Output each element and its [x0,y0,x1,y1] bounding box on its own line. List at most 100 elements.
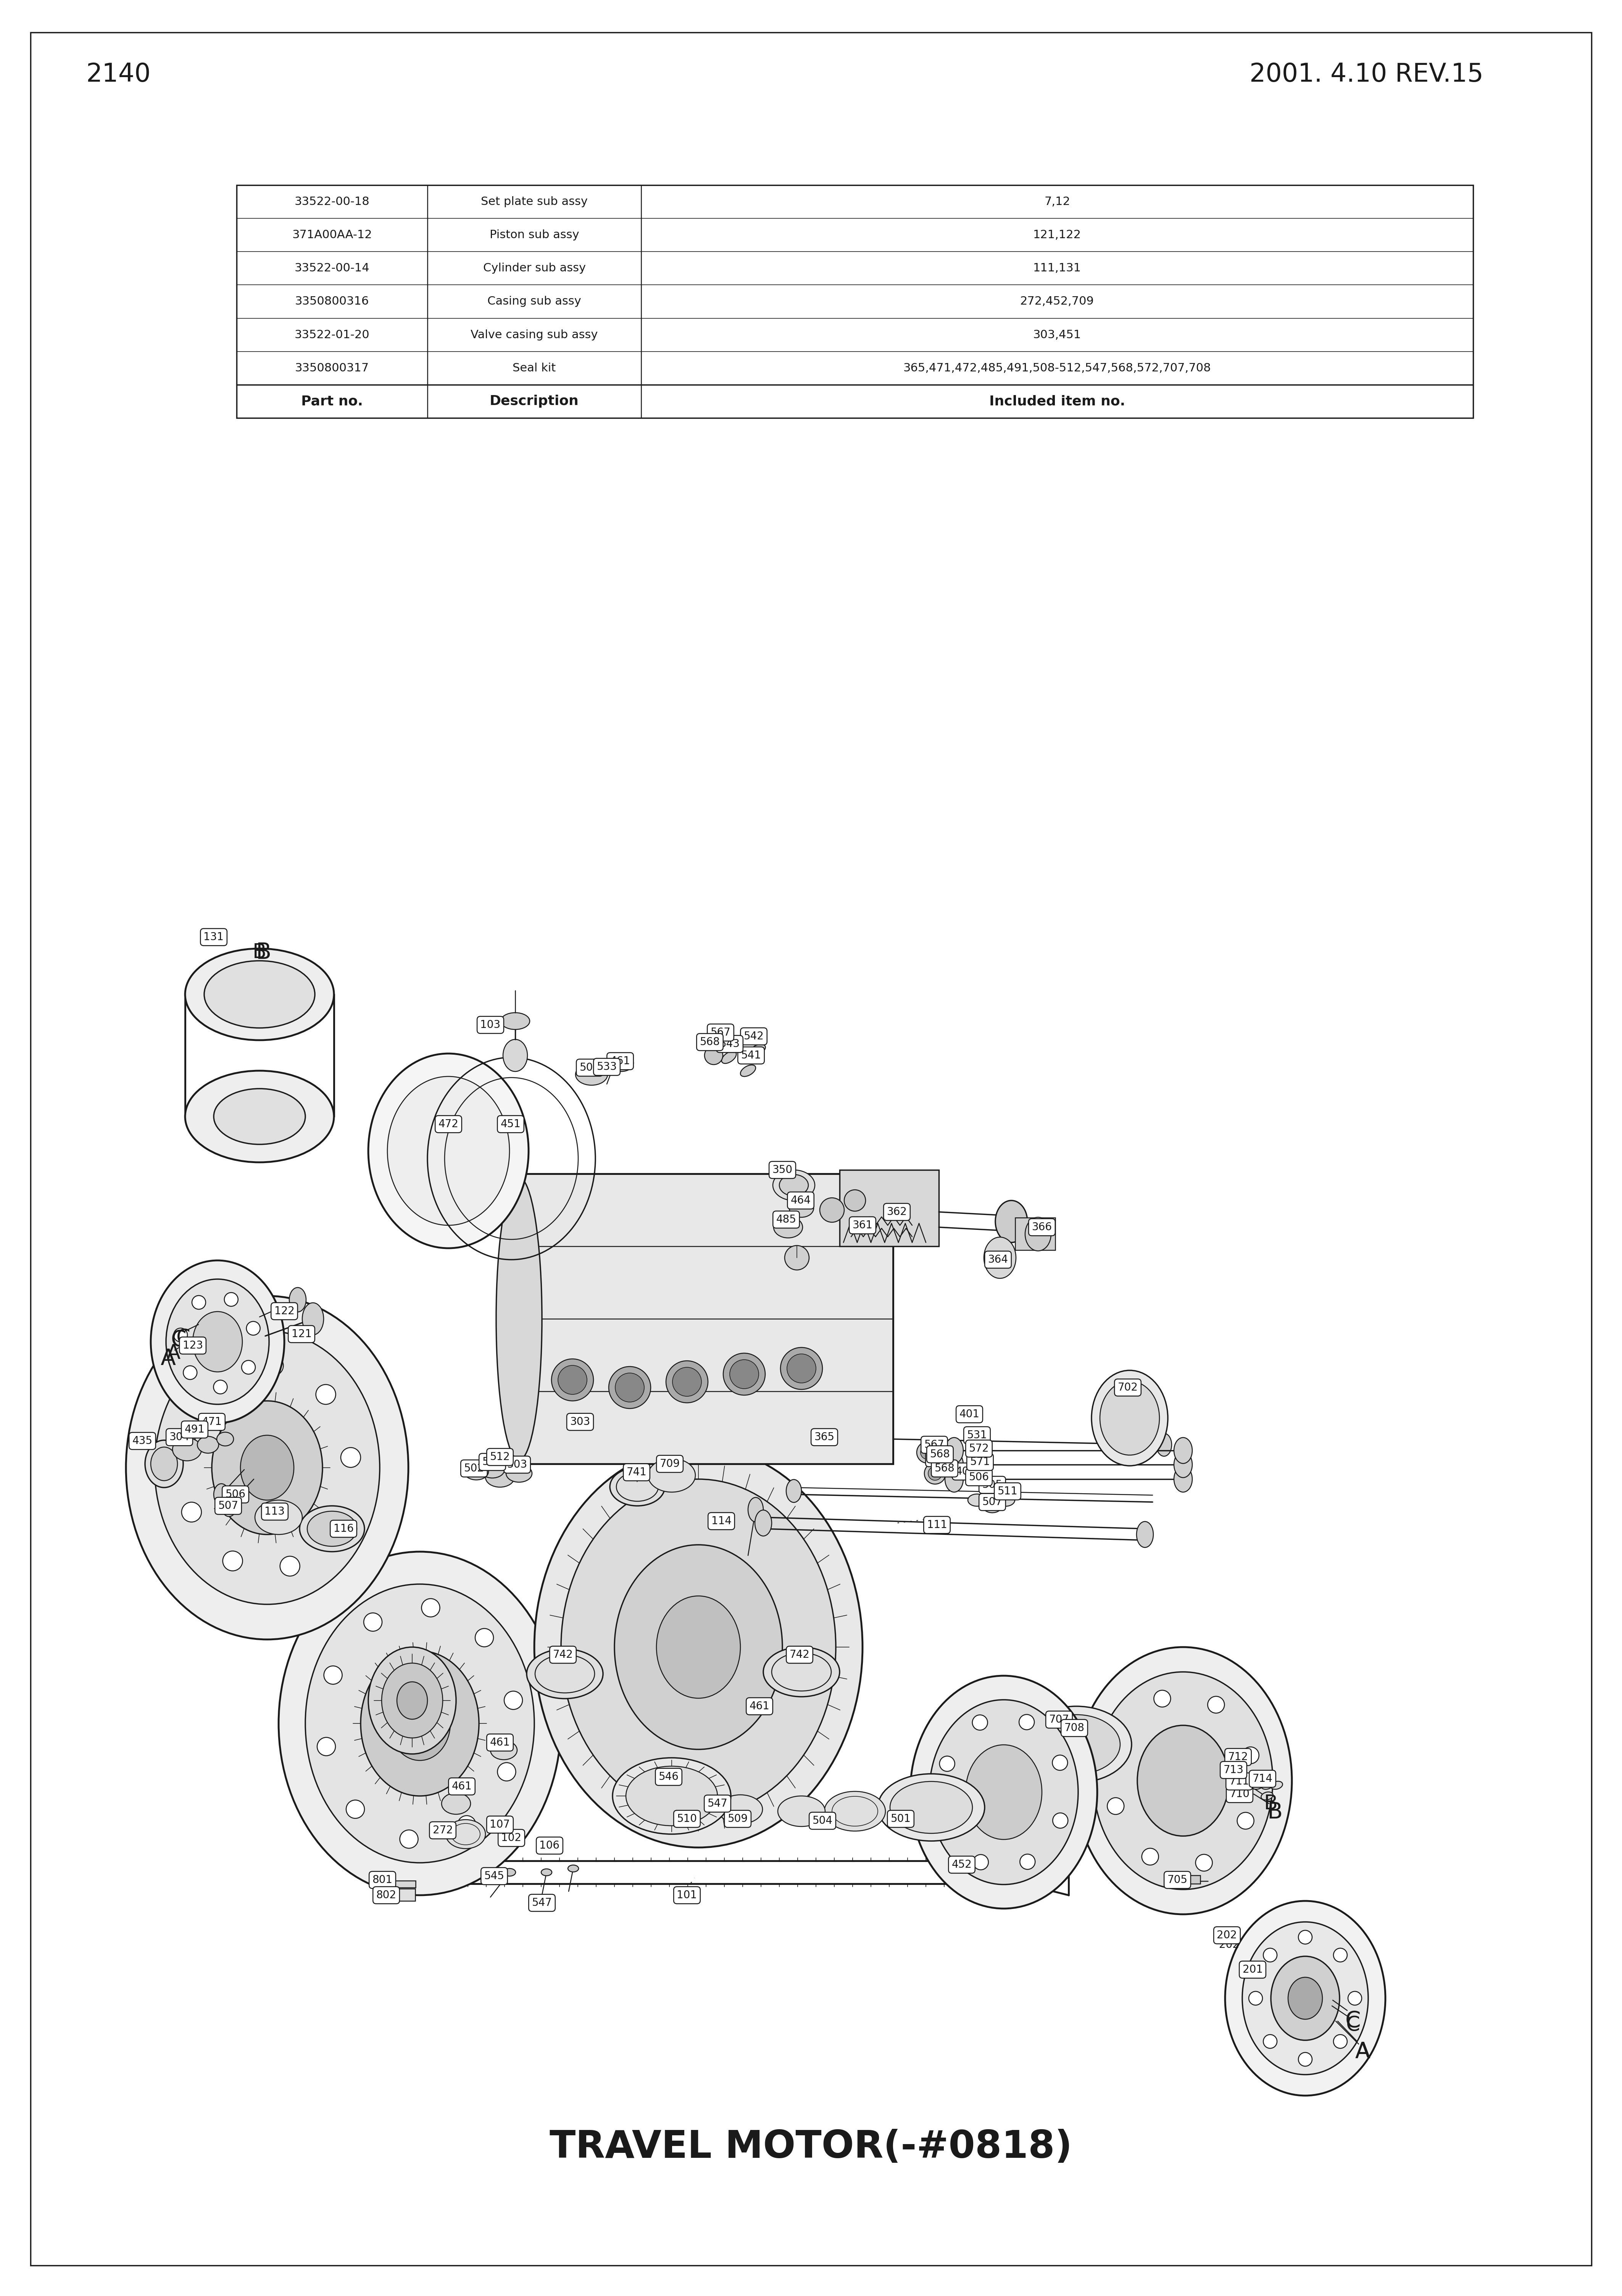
Ellipse shape [615,1545,782,1750]
Ellipse shape [490,1740,517,1759]
Text: 567: 567 [710,1026,730,1038]
Circle shape [263,1355,284,1375]
Ellipse shape [561,1479,835,1816]
Circle shape [1264,2034,1277,2048]
Ellipse shape [610,1054,634,1072]
Circle shape [242,1362,255,1373]
Ellipse shape [985,1238,1015,1279]
Circle shape [939,1756,955,1770]
Circle shape [936,1451,949,1465]
Text: 202: 202 [1218,1940,1239,1949]
Circle shape [214,1380,227,1394]
Circle shape [704,1047,723,1065]
Circle shape [673,1368,701,1396]
Text: 485: 485 [775,1215,796,1224]
Ellipse shape [613,1759,732,1835]
Text: 502: 502 [464,1463,483,1474]
Circle shape [1298,2053,1312,2066]
Circle shape [1195,1855,1212,1871]
Circle shape [1298,1931,1312,1945]
Circle shape [1113,1731,1129,1750]
Text: 801: 801 [373,1874,393,1885]
Circle shape [1348,1991,1362,2004]
Circle shape [925,1463,946,1483]
Text: 503: 503 [508,1460,527,1469]
Text: Set plate sub assy: Set plate sub assy [480,195,587,207]
Ellipse shape [824,1791,886,1832]
Circle shape [558,1366,587,1394]
Circle shape [921,1446,934,1460]
Text: 546: 546 [659,1773,678,1782]
Ellipse shape [214,1088,305,1143]
Ellipse shape [1225,1901,1385,2096]
Text: 508: 508 [482,1456,503,1467]
Circle shape [281,1557,300,1575]
Text: 547: 547 [532,1896,551,1908]
Text: 201: 201 [1242,1965,1262,1975]
Ellipse shape [722,1052,736,1063]
Text: 303,451: 303,451 [1033,328,1082,340]
Ellipse shape [307,1511,357,1545]
Ellipse shape [1242,1922,1369,2076]
Ellipse shape [1174,1451,1192,1479]
Text: 113: 113 [264,1506,285,1518]
Circle shape [208,1375,229,1394]
Ellipse shape [1174,1467,1192,1492]
Text: 711: 711 [1229,1777,1249,1786]
Ellipse shape [965,1745,1041,1839]
Circle shape [819,1199,843,1221]
Circle shape [1264,1949,1277,1963]
Ellipse shape [946,1451,963,1479]
Bar [237,186,1473,418]
Ellipse shape [890,1782,973,1835]
Text: 712: 712 [1228,1752,1249,1763]
Ellipse shape [279,1552,561,1894]
Text: 568: 568 [934,1463,955,1474]
Ellipse shape [305,1584,534,1862]
Ellipse shape [214,1483,229,1506]
Bar [1015,1217,1056,1249]
Circle shape [422,1598,440,1616]
Text: 507: 507 [217,1502,238,1511]
Circle shape [928,1467,942,1481]
Circle shape [504,1692,522,1711]
Ellipse shape [193,1311,242,1373]
Ellipse shape [626,1766,717,1825]
Text: 2001. 4.10 REV.15: 2001. 4.10 REV.15 [1249,62,1483,87]
Ellipse shape [1272,1956,1340,2041]
Text: 131: 131 [204,932,224,941]
Ellipse shape [748,1497,764,1522]
Ellipse shape [172,1437,201,1460]
Text: B: B [1264,1793,1278,1814]
Text: Included item no.: Included item no. [989,395,1126,409]
Ellipse shape [154,1332,380,1605]
Ellipse shape [1260,1770,1273,1779]
Text: 114: 114 [710,1515,732,1527]
Text: 533: 533 [597,1061,616,1072]
Ellipse shape [240,1435,294,1499]
Text: 461: 461 [749,1701,769,1711]
Ellipse shape [1137,1522,1153,1548]
Text: 272,452,709: 272,452,709 [1020,296,1095,308]
Text: B: B [253,941,266,962]
Ellipse shape [968,1495,986,1506]
Circle shape [326,1515,347,1536]
Text: 501: 501 [890,1814,912,1825]
Text: A: A [161,1348,175,1371]
Text: 107: 107 [490,1818,509,1830]
Text: 542: 542 [743,1031,764,1042]
Text: 708: 708 [1064,1722,1085,1733]
Text: 567: 567 [929,1453,949,1463]
Text: 567: 567 [925,1440,944,1451]
Ellipse shape [568,1864,579,1871]
Circle shape [183,1366,196,1380]
Text: 512: 512 [490,1451,509,1463]
Circle shape [780,1348,822,1389]
Bar [381,1890,415,1901]
Ellipse shape [946,1467,963,1492]
Text: 121,122: 121,122 [1033,230,1082,241]
Text: 713: 713 [1223,1766,1244,1775]
Ellipse shape [397,1683,428,1720]
Text: 202: 202 [1216,1931,1238,1940]
Text: 504: 504 [813,1816,832,1825]
